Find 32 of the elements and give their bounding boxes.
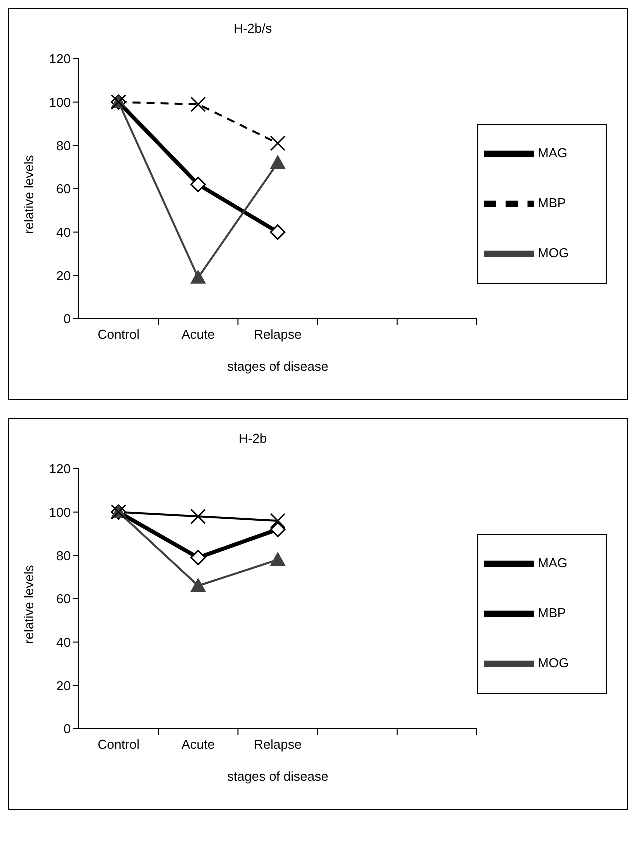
- y-tick-label: 60: [56, 592, 71, 607]
- chart-title: H-2b: [238, 431, 268, 446]
- legend-label: MAG: [538, 555, 568, 570]
- y-axis-title: relative levels: [22, 154, 37, 234]
- y-tick-label: 20: [56, 268, 71, 284]
- y-tick-label: 40: [56, 634, 71, 650]
- legend-label: MOG: [538, 655, 570, 670]
- x-axis-title: stages of disease: [227, 359, 329, 374]
- y-tick-label: 100: [49, 504, 71, 520]
- x-tick-label: Relapse: [254, 737, 302, 752]
- y-tick-label: 0: [64, 722, 71, 737]
- y-tick-label: 60: [56, 182, 71, 197]
- x-axis-title: stages of disease: [227, 769, 329, 784]
- y-tick-label: 80: [56, 548, 71, 564]
- x-tick-label: Control: [98, 737, 140, 752]
- y-tick-label: 80: [56, 138, 71, 154]
- x-tick-label: Acute: [182, 737, 216, 752]
- y-tick-label: 120: [49, 462, 71, 477]
- y-tick-label: 40: [56, 224, 71, 240]
- legend-label: MBP: [538, 195, 566, 210]
- legend-label: MOG: [538, 245, 570, 260]
- y-tick-label: 20: [56, 678, 71, 694]
- legend-label: MAG: [538, 145, 568, 160]
- x-tick-label: Control: [98, 327, 140, 342]
- x-tick-label: Acute: [182, 327, 216, 342]
- y-tick-label: 100: [49, 94, 71, 110]
- y-axis-title: relative levels: [22, 564, 37, 644]
- legend-label: MBP: [538, 605, 566, 620]
- chart-title: H-2b/s: [232, 21, 274, 36]
- x-tick-label: Relapse: [254, 327, 302, 342]
- y-tick-label: 0: [64, 312, 71, 327]
- y-tick-label: 120: [49, 52, 71, 67]
